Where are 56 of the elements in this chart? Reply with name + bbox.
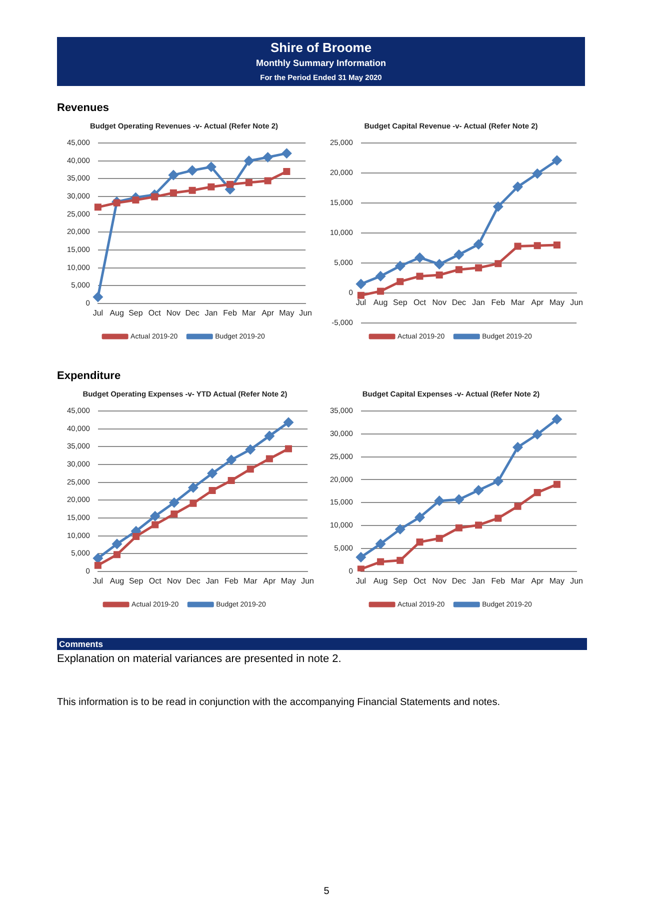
x-tick-label: Jun — [301, 576, 314, 586]
x-tick-label: Sep — [128, 308, 144, 318]
x-tick-label: Mar — [510, 298, 525, 308]
x-tick-label: Mar — [510, 576, 525, 586]
x-tick-label: Sep — [393, 576, 408, 586]
x-tick-label: Jul — [356, 298, 366, 308]
x-tick-label: Apr — [531, 576, 544, 586]
x-tick-label: Dec — [185, 308, 200, 318]
x-tick-label: Sep — [393, 298, 408, 308]
x-tick-label: May — [279, 308, 294, 318]
x-tick-label: Feb — [491, 298, 506, 308]
x-tick-label: Jun — [299, 308, 312, 318]
x-tick-label: Oct — [148, 308, 162, 318]
x-tick-label: Dec — [186, 576, 200, 586]
x-tick-label: Aug — [110, 308, 124, 318]
x-tick-label: Jan — [472, 298, 485, 308]
x-tick-label: Sep — [128, 576, 144, 586]
x-tick-label: Mar — [242, 308, 256, 318]
x-tick-label: May — [280, 576, 296, 586]
x-tick-label: Mar — [243, 576, 258, 586]
x-tick-label: Jan — [204, 308, 218, 318]
x-tick-label: Jul — [92, 308, 104, 318]
x-tick-label: Jan — [472, 576, 485, 586]
x-tick-label: Nov — [167, 576, 182, 586]
x-tick-label: Apr — [262, 308, 274, 318]
x-tick-label: Nov — [432, 298, 446, 308]
x-tick-label: Aug — [110, 576, 124, 586]
x-tick-label: May — [549, 298, 565, 308]
x-tick-label: Oct — [414, 298, 427, 308]
text: Monthly Summary Information — [254, 58, 387, 68]
x-tick-label: May — [549, 576, 565, 586]
text: 5 — [322, 886, 330, 897]
x-tick-label: Feb — [223, 308, 238, 318]
x-tick-label: Feb — [224, 576, 239, 586]
text: This information is to be read in conjunction with the accompanying Financial Statements and notes. — [57, 697, 500, 708]
x-tick-label: Dec — [452, 576, 466, 586]
text: Shire of Broome — [269, 40, 373, 55]
x-tick-label: Nov — [432, 576, 446, 586]
x-tick-label: Feb — [491, 576, 506, 586]
x-tick-label: Nov — [166, 308, 181, 318]
x-tick-label: Aug — [373, 576, 388, 586]
x-tick-label: Aug — [373, 298, 388, 308]
x-tick-label: Jun — [570, 298, 584, 308]
x-tick-label: Oct — [414, 576, 427, 586]
text: Revenues — [57, 102, 109, 114]
x-tick-label: Apr — [531, 298, 544, 308]
x-tick-label: Apr — [263, 576, 276, 586]
text: Comments — [57, 638, 587, 650]
x-tick-label: Oct — [148, 576, 162, 586]
x-tick-label: Jan — [206, 576, 219, 586]
x-tick-label: Jul — [356, 576, 366, 586]
x-tick-label: Jul — [92, 576, 104, 586]
text: Expenditure — [57, 370, 121, 382]
text: Explanation on material variances are presented in note 2. — [57, 653, 342, 665]
x-tick-label: Jun — [570, 576, 584, 586]
x-tick-label: Dec — [452, 298, 466, 308]
